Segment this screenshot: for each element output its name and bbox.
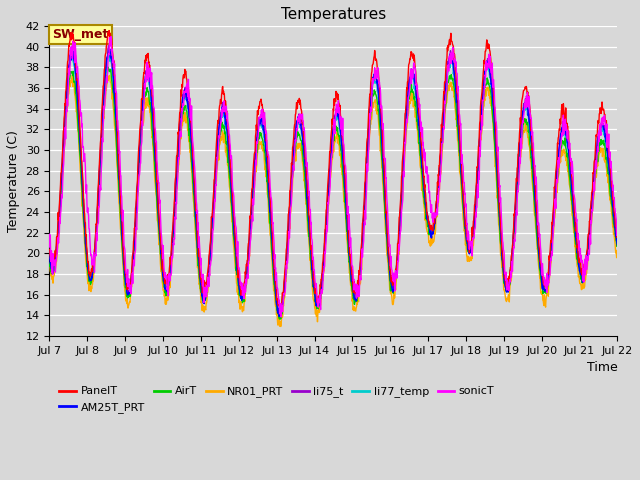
sonicT (497, 195, 504, 201)
sonicT (172, 199, 180, 205)
AirT (422, 212, 430, 217)
li77_temp (614, 236, 621, 241)
Line: li77_temp: li77_temp (49, 54, 618, 315)
PanelT (45, 247, 53, 252)
NR01_PRT (547, 261, 555, 267)
NR01_PRT (159, 280, 166, 286)
NR01_PRT (277, 324, 285, 329)
li75_t (422, 208, 430, 214)
X-axis label: Time: Time (587, 361, 618, 374)
Y-axis label: Temperature (C): Temperature (C) (7, 130, 20, 232)
li77_temp (104, 51, 112, 57)
li75_t (614, 240, 621, 246)
Legend: PanelT, AM25T_PRT, AirT, NR01_PRT, li75_t, li77_temp, sonicT: PanelT, AM25T_PRT, AirT, NR01_PRT, li75_… (55, 382, 499, 417)
li75_t (105, 42, 113, 48)
AirT (159, 269, 166, 275)
sonicT (614, 227, 621, 233)
NR01_PRT (68, 72, 76, 78)
AM25T_PRT (497, 228, 504, 234)
AirT (497, 241, 504, 247)
PanelT (422, 200, 430, 206)
sonicT (159, 242, 166, 248)
li75_t (159, 266, 166, 272)
li77_temp (547, 247, 555, 253)
AM25T_PRT (159, 265, 166, 271)
PanelT (105, 28, 113, 34)
NR01_PRT (497, 252, 504, 258)
AirT (547, 256, 555, 262)
li75_t (497, 232, 504, 238)
li77_temp (422, 205, 430, 211)
AM25T_PRT (172, 181, 180, 187)
Line: PanelT: PanelT (49, 31, 618, 308)
AirT (276, 316, 284, 322)
AM25T_PRT (614, 242, 621, 248)
Line: li75_t: li75_t (49, 45, 618, 313)
AirT (45, 260, 53, 266)
li77_temp (276, 312, 284, 318)
NR01_PRT (422, 225, 430, 231)
li75_t (236, 284, 244, 289)
AM25T_PRT (236, 287, 244, 293)
sonicT (422, 170, 430, 176)
AM25T_PRT (422, 210, 430, 216)
PanelT (497, 221, 504, 227)
Line: NR01_PRT: NR01_PRT (49, 75, 618, 326)
li75_t (547, 250, 555, 255)
sonicT (108, 34, 115, 39)
PanelT (172, 165, 180, 170)
li75_t (277, 311, 285, 316)
AirT (236, 288, 244, 294)
li77_temp (159, 268, 166, 274)
Line: AirT: AirT (49, 67, 618, 319)
Text: SW_met: SW_met (52, 28, 109, 41)
PanelT (159, 266, 166, 272)
PanelT (236, 282, 244, 288)
li77_temp (45, 252, 53, 258)
AirT (104, 64, 112, 70)
AirT (614, 240, 621, 246)
AM25T_PRT (547, 249, 555, 254)
NR01_PRT (614, 252, 621, 258)
NR01_PRT (236, 303, 244, 309)
AM25T_PRT (106, 47, 114, 52)
li75_t (45, 247, 53, 252)
PanelT (276, 305, 284, 311)
AM25T_PRT (45, 253, 53, 259)
AirT (172, 184, 180, 190)
NR01_PRT (172, 197, 180, 203)
NR01_PRT (45, 262, 53, 268)
sonicT (277, 314, 285, 320)
sonicT (547, 255, 555, 261)
sonicT (45, 231, 53, 237)
li75_t (172, 180, 180, 186)
AM25T_PRT (275, 313, 283, 319)
sonicT (236, 271, 244, 276)
li77_temp (497, 230, 504, 236)
li77_temp (172, 179, 180, 185)
Title: Temperatures: Temperatures (281, 7, 386, 22)
PanelT (547, 238, 555, 244)
PanelT (614, 230, 621, 236)
li77_temp (236, 287, 244, 292)
Line: AM25T_PRT: AM25T_PRT (49, 49, 618, 316)
Line: sonicT: sonicT (49, 36, 618, 317)
